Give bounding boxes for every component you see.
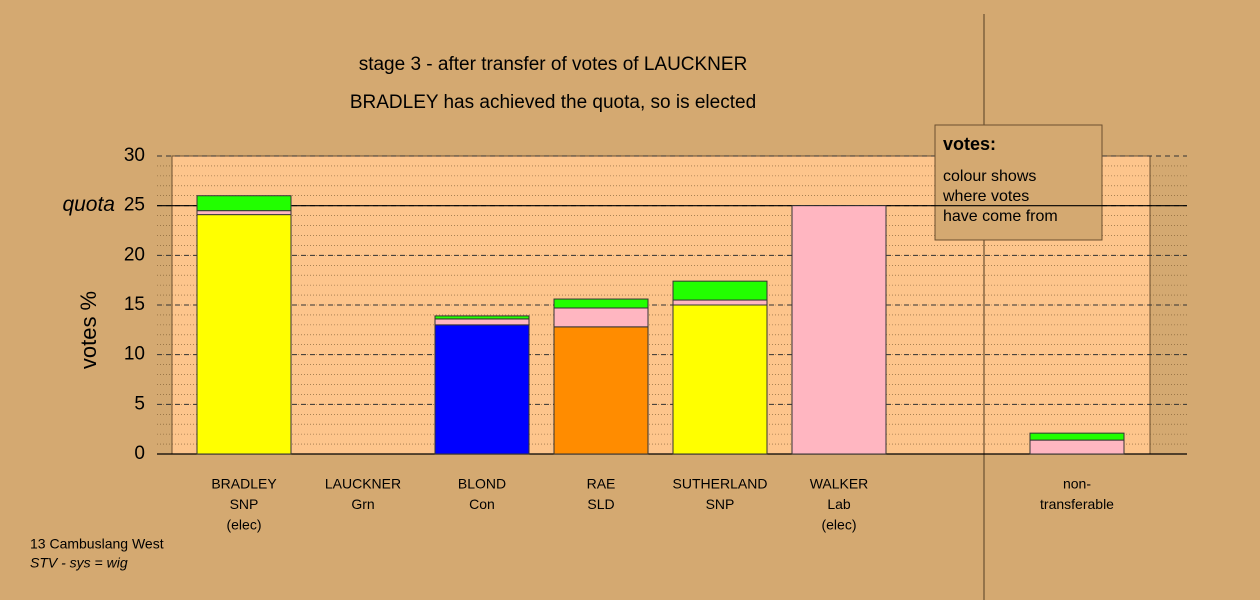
chart-title: stage 3 - after transfer of votes of LAU… (359, 54, 748, 75)
bar-segment (196, 210, 292, 216)
x-tick-label: Con (469, 496, 495, 512)
y-axis-label: votes % (76, 291, 101, 369)
bar-segment (791, 205, 887, 455)
y-tick-label: 5 (134, 393, 145, 414)
legend-text: colour shows (943, 168, 1036, 185)
x-tick-label: LAUCKNER (325, 476, 401, 492)
y-tick-label: 0 (134, 443, 145, 464)
y-tick-label: 20 (124, 244, 145, 265)
x-tick-label: SLD (587, 496, 614, 512)
footer: STV - sys = wig (30, 555, 128, 571)
bar-segment (553, 326, 649, 455)
x-tick-label: SNP (706, 496, 735, 512)
x-tick-label: Lab (827, 496, 851, 512)
x-tick-label: BRADLEY (211, 476, 277, 492)
bar-segment (553, 298, 649, 309)
y-tick-label: 25 (124, 195, 145, 216)
x-tick-label: WALKER (810, 476, 869, 492)
quota-label: quota (62, 193, 115, 216)
y-tick-label: 10 (124, 344, 145, 365)
legend-box (934, 124, 1103, 241)
bar-segment (1029, 439, 1125, 455)
bar-segment (553, 307, 649, 328)
bar-segment (672, 280, 768, 301)
bar-segment (434, 315, 530, 320)
bar-segment (672, 304, 768, 455)
x-tick-label: (elec) (821, 517, 856, 533)
bar-segment (434, 324, 530, 455)
x-tick-label: (elec) (226, 517, 261, 533)
legend: votes: colour shows where votes have com… (934, 124, 1103, 241)
x-tick-label: SNP (230, 496, 259, 512)
bar-segment (672, 299, 768, 306)
x-tick-label: non- (1063, 476, 1091, 492)
x-tick-label: RAE (587, 476, 616, 492)
y-tick-label: 15 (124, 294, 145, 315)
x-tick-label: Grn (351, 496, 374, 512)
bar-segment (196, 214, 292, 455)
x-tick-label: SUTHERLAND (673, 476, 768, 492)
y-tick-label: 30 (124, 145, 145, 166)
chart-subtitle: BRADLEY has achieved the quota, so is el… (350, 92, 756, 113)
legend-text: have come from (943, 208, 1058, 225)
bar-segment (1029, 432, 1125, 441)
legend-text: where votes (942, 188, 1029, 205)
x-tick-label: BLOND (458, 476, 506, 492)
footer: 13 Cambuslang West (30, 536, 164, 552)
x-tick-label: transferable (1040, 496, 1114, 512)
bar-segment (434, 318, 530, 326)
legend-title: votes: (943, 134, 996, 154)
bar-segment (196, 195, 292, 212)
